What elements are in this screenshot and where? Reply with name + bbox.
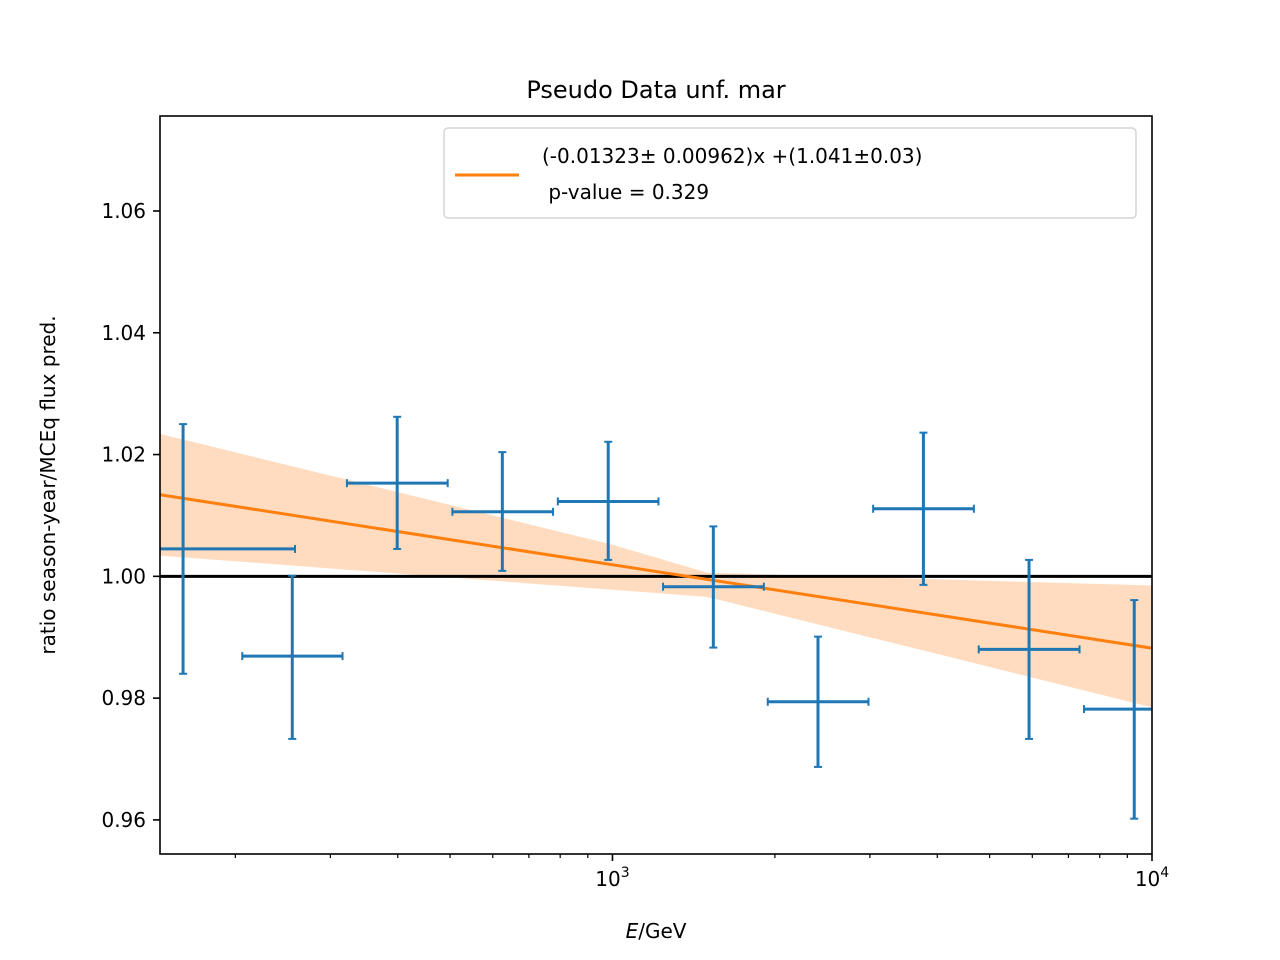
data-points [160,415,1152,820]
x-axis-label-variable: E [626,919,639,943]
y-tick-label: 1.00 [101,564,146,588]
data-point-9 [977,558,1081,740]
legend-line-1: (-0.01323± 0.00962)x +(1.041±0.03) [542,144,922,168]
chart-title: Pseudo Data unf. mar [526,76,785,104]
data-point-6 [662,525,765,649]
y-tick-label: 1.06 [101,199,146,223]
x-axis-label-unit: /GeV [638,919,687,943]
data-point-4 [451,451,555,572]
plot-frame [159,115,1153,855]
data-point-8 [872,431,975,586]
x-axis-ticks: 103 104 [234,854,1169,891]
data-point-5 [556,440,660,561]
y-tick-label: 1.02 [101,443,146,467]
y-axis-ticks: 0.96 0.98 1.00 1.02 1.04 1.06 [101,199,160,832]
y-tick-label: 0.98 [101,686,146,710]
legend: (-0.01323± 0.00962)x +(1.041±0.03) p-val… [443,127,1137,219]
y-tick-label: 0.96 [101,808,146,832]
y-tick-label: 1.04 [101,321,146,345]
legend-box [443,127,1137,219]
x-tick-label: 104 [1135,865,1169,891]
data-point-7 [766,635,870,768]
data-point-3 [345,415,449,550]
x-axis-label: E/GeV [626,919,687,943]
data-point-2 [241,574,344,740]
legend-line-2: p-value = 0.329 [542,180,709,204]
x-tick-label: 103 [595,865,629,891]
y-axis-label: ratio season-year/MCEq flux pred. [36,315,60,654]
data-point-10 [1082,599,1152,820]
data-point-1 [160,423,297,675]
fit-line [160,493,1152,650]
